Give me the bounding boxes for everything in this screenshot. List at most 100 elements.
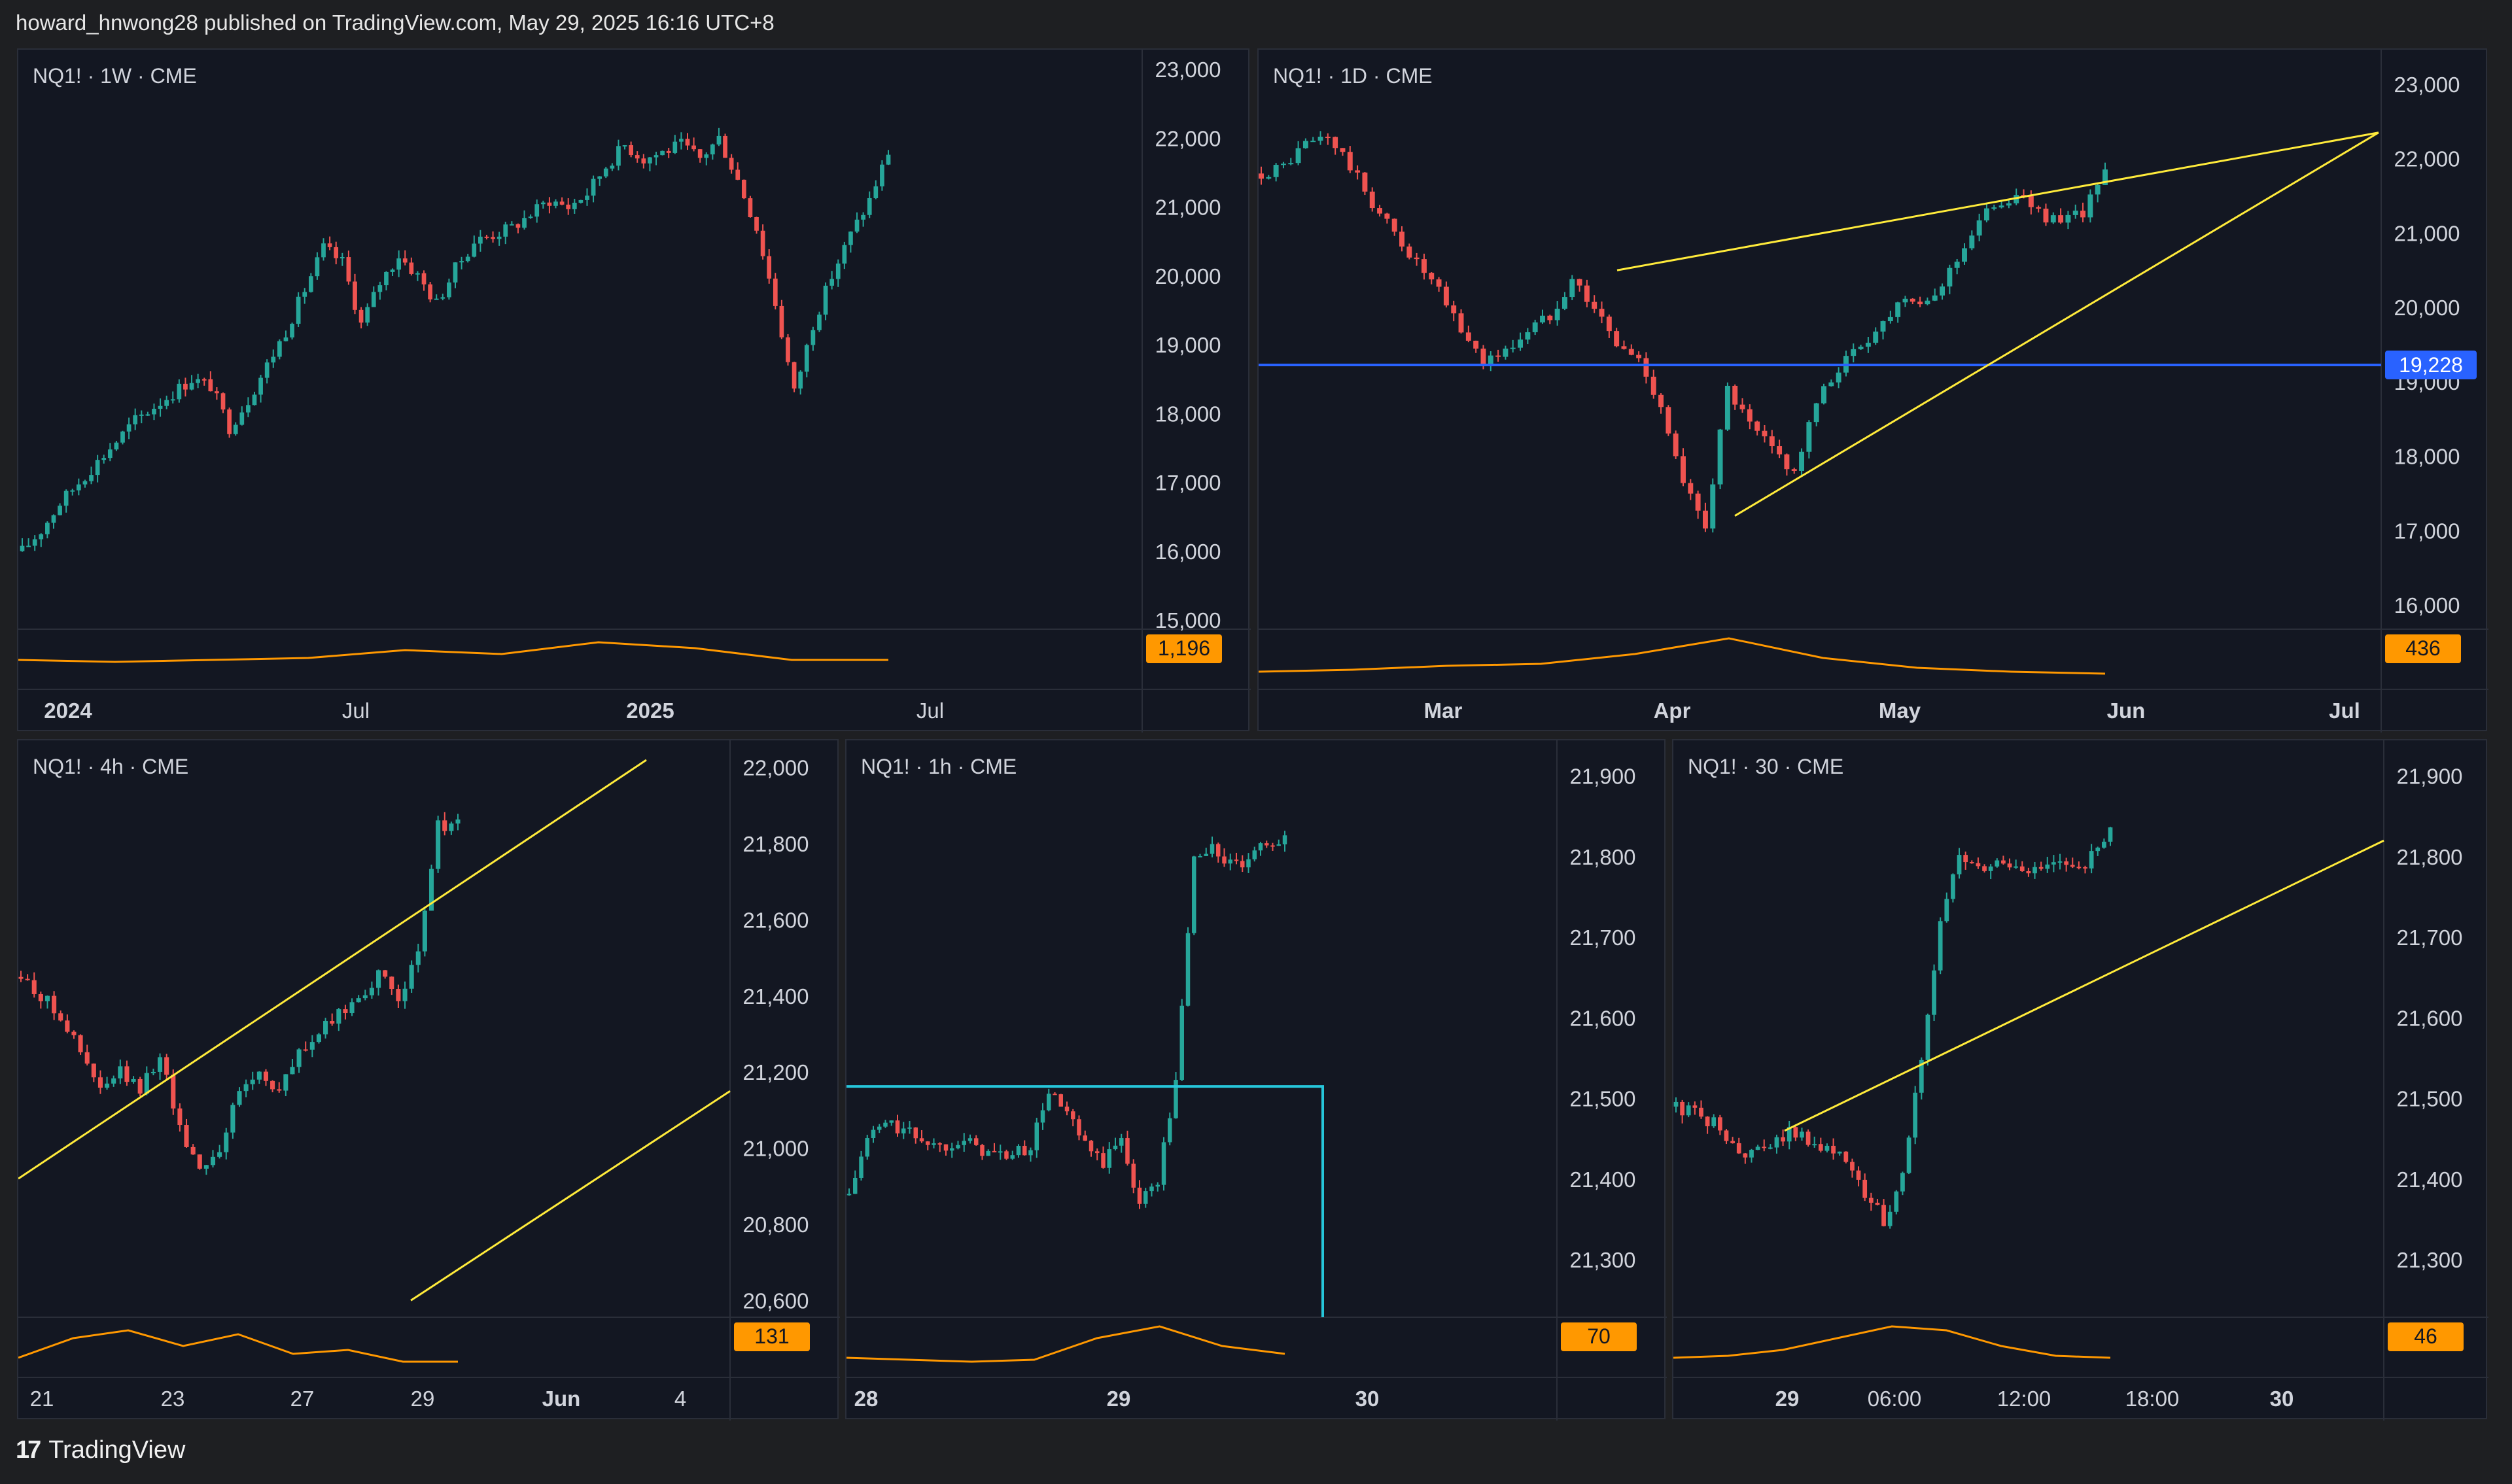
candle-body	[1769, 436, 1775, 447]
candle-body	[1940, 286, 1945, 296]
candle-body	[1699, 1107, 1703, 1117]
candle-body	[1692, 1105, 1698, 1108]
candle-body	[1532, 322, 1538, 332]
candle-body	[230, 1105, 236, 1133]
candle-body	[1865, 343, 1871, 347]
price-tick-label: 21,900	[2397, 765, 2463, 789]
candle-body	[654, 155, 659, 158]
tradingview-footer[interactable]: 17 TradingView	[16, 1436, 185, 1464]
candle-body	[32, 539, 37, 546]
time-tick-label: Jul	[2329, 699, 2360, 723]
candle-body	[237, 1091, 242, 1105]
candle-body	[76, 484, 81, 491]
candle-body	[1680, 1101, 1684, 1116]
candle-body	[346, 257, 351, 282]
candle-body	[1998, 205, 2004, 208]
candle-body	[45, 523, 50, 534]
candle-body	[308, 276, 313, 292]
candle-body	[1252, 850, 1257, 859]
candle-body	[1754, 421, 1760, 431]
candle-body	[302, 292, 307, 297]
price-tick-label: 21,300	[1570, 1248, 1636, 1272]
price-tick-label: 22,000	[1155, 126, 1221, 150]
candle-body	[811, 330, 816, 345]
candle-body	[760, 230, 765, 256]
candle-body	[1824, 1145, 1830, 1151]
candle-body	[1503, 349, 1509, 357]
candle-body	[396, 258, 402, 270]
candle-body	[1265, 843, 1269, 846]
candle-body	[131, 1078, 136, 1082]
candle-body	[365, 307, 370, 323]
time-tick-label: 29	[1775, 1387, 1800, 1411]
candle-body	[1787, 1127, 1792, 1142]
candle-body	[1355, 170, 1361, 173]
time-tick-label: 4	[674, 1387, 686, 1411]
candle-body	[1711, 1117, 1717, 1127]
candle-body	[1621, 346, 1627, 349]
candle-body	[835, 263, 841, 279]
chart-title: NQ1! · 1h · CME	[861, 755, 1017, 778]
candle-body	[1222, 856, 1227, 864]
candle-body	[1149, 1186, 1154, 1192]
chart-panel-1h[interactable]: NQ1! · 1h · CME 21,900 21,800 21,700 21,600…	[845, 739, 1667, 1421]
chart-panel-4h[interactable]: NQ1! · 4h · CME 22,000 21,800 21,600 21,400…	[17, 739, 840, 1421]
candle-body	[2087, 194, 2093, 218]
candle-body	[190, 1147, 196, 1155]
candle-body	[509, 224, 514, 226]
candle-body	[597, 176, 602, 179]
candle-body	[1628, 349, 1634, 355]
candle-body	[1784, 454, 1790, 470]
candle-body	[101, 458, 107, 460]
candle-body	[2108, 827, 2113, 842]
price-tick-label: 21,700	[1570, 925, 1636, 950]
candle-body	[691, 145, 696, 150]
candle-body	[189, 383, 194, 390]
time-tick-label: 18:00	[2125, 1387, 2180, 1411]
candle-body	[1749, 1150, 1754, 1158]
candle-body	[1458, 313, 1464, 333]
chart-panel-weekly[interactable]: NQ1! · 1W · CME 23,000 22,000 21,000 20,000…	[17, 48, 1251, 733]
candle-body	[421, 273, 427, 285]
chart-svg: 22,000 21,800 21,600 21,400 21,200 21,000 20,8…	[18, 740, 840, 1421]
candle-body	[1991, 207, 1997, 209]
candle-body	[246, 405, 251, 413]
candle-body	[118, 1066, 123, 1078]
price-tick-label: 21,000	[1155, 196, 1221, 220]
candle-body	[792, 362, 797, 389]
candle-body	[316, 1034, 321, 1043]
candle-body	[767, 256, 772, 279]
candle-body	[256, 1071, 262, 1080]
candle-body	[861, 215, 865, 220]
candle-body	[1095, 1151, 1100, 1154]
candle-body	[396, 989, 401, 1001]
candle-body	[846, 1194, 852, 1196]
time-tick-label: 06:00	[1868, 1387, 1922, 1411]
indicator-badge	[1146, 634, 1222, 663]
candle-body	[1910, 298, 1915, 302]
time-tick-label: 29	[1107, 1387, 1131, 1411]
candle-body	[270, 1080, 275, 1090]
candle-body	[1887, 317, 1893, 322]
candle-body	[873, 186, 879, 199]
candle-body	[170, 399, 175, 401]
candle-body	[1777, 446, 1783, 455]
candle-body	[1762, 1147, 1767, 1148]
candle-body	[263, 1071, 269, 1081]
chart-panel-30m[interactable]: NQ1! · 30 · CME 21,900 21,800 21,700 21,600…	[1672, 739, 2488, 1421]
candle-body	[2057, 861, 2063, 863]
candle-body	[171, 1075, 176, 1109]
indicator-badge	[734, 1322, 810, 1351]
candle-body	[1868, 1198, 1874, 1203]
candle-body	[2083, 867, 2087, 869]
candle-body	[1480, 349, 1486, 364]
candle-body	[196, 379, 200, 383]
price-tick-label: 21,800	[1570, 845, 1636, 869]
candle-body	[1577, 279, 1582, 286]
candle-body	[968, 1138, 973, 1141]
candle-body	[1983, 208, 1989, 220]
candle-body	[1377, 208, 1383, 214]
chart-panel-daily[interactable]: NQ1! · 1D · CME 23,000 22,000 21,000 20,000…	[1257, 48, 2488, 733]
candle-body	[2014, 195, 2019, 203]
chart-svg: 23,000 22,000 21,000 20,000 19,000 18,000 17,0…	[18, 50, 1251, 733]
